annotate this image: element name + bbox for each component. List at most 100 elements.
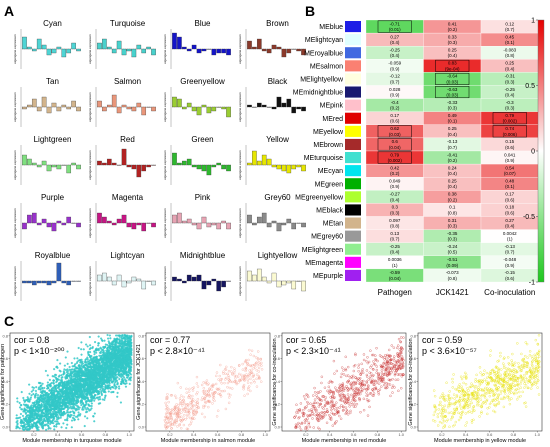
eigengene-bar	[216, 162, 222, 166]
data-point	[128, 352, 131, 355]
data-point	[55, 389, 58, 392]
data-point	[123, 345, 126, 349]
data-point	[90, 384, 93, 387]
data-point	[111, 357, 114, 361]
data-point	[29, 396, 32, 399]
data-point	[119, 382, 122, 386]
data-point	[116, 367, 119, 371]
data-point	[52, 381, 55, 384]
eigengene-bar	[116, 106, 122, 114]
data-point	[49, 422, 52, 426]
eigengene-bar	[256, 102, 262, 108]
eigengene-bar	[296, 106, 301, 110]
row-label: MElightgreen	[302, 247, 343, 254]
eigengene-bar	[221, 106, 226, 110]
data-point	[89, 361, 92, 364]
data-point	[92, 358, 95, 362]
data-point	[73, 414, 76, 417]
data-point	[52, 415, 56, 418]
eigengene-bar	[196, 222, 202, 230]
eigengene-bar	[56, 220, 62, 224]
eigengene-bar	[276, 164, 282, 170]
cell-pvalue: (0.3)	[448, 224, 458, 229]
data-point	[81, 377, 84, 381]
data-point	[106, 333, 109, 337]
module-color-swatch	[345, 204, 361, 216]
data-point	[85, 361, 88, 364]
module-color-swatch	[345, 99, 361, 111]
data-point	[125, 382, 128, 385]
eigengene-bar	[276, 96, 282, 108]
data-point	[96, 360, 100, 363]
data-point	[16, 417, 19, 420]
module-title: Lightcyan	[110, 251, 144, 260]
eigengene-bar	[136, 102, 142, 108]
data-point	[111, 363, 114, 366]
data-point	[113, 382, 116, 386]
data-point	[128, 337, 131, 340]
data-point	[41, 386, 44, 389]
cell-pvalue: (0.9)	[390, 184, 400, 189]
significance-box	[435, 59, 470, 72]
data-point	[39, 387, 42, 391]
data-point	[57, 375, 60, 378]
cell-pvalue: (0.9)	[390, 66, 400, 71]
data-point	[65, 390, 68, 393]
data-point	[130, 360, 133, 363]
data-point	[18, 406, 22, 409]
data-point	[82, 379, 85, 382]
data-point	[98, 384, 101, 387]
cell-pvalue: (0.7)	[390, 237, 400, 242]
data-point	[121, 366, 125, 369]
cell-correlation: 0.27	[390, 34, 399, 39]
eigengene-bar	[126, 48, 132, 52]
data-point	[110, 373, 113, 376]
data-point	[74, 367, 78, 370]
y-axis-label: eigengene expression	[88, 92, 92, 122]
data-point	[96, 383, 99, 386]
module-color-swatch	[345, 21, 361, 33]
significance-box	[377, 20, 412, 33]
data-point	[82, 408, 85, 411]
eigengene-bar	[281, 48, 287, 58]
data-point	[74, 363, 77, 366]
data-point	[76, 398, 80, 402]
data-point	[86, 345, 89, 348]
cell-pvalue: (0.4)	[448, 53, 458, 58]
cell-pvalue: (0.002)	[503, 119, 518, 124]
scale-tick-label: 1	[531, 18, 535, 25]
module-title: Turquoise	[110, 19, 146, 28]
eigengene-bar	[261, 104, 267, 108]
module-title: Red	[120, 135, 135, 144]
cell-pvalue: (0.4)	[448, 184, 458, 189]
cell-correlation: 0.27	[505, 218, 514, 223]
data-point	[106, 386, 110, 389]
data-point	[96, 357, 99, 360]
eigengene-bar	[286, 98, 292, 108]
eigengene-bar	[151, 106, 156, 112]
cell-pvalue: (0.03)	[389, 132, 401, 137]
data-point	[35, 424, 39, 427]
eigengene-bar	[31, 48, 37, 52]
data-point	[36, 414, 39, 417]
eigengene-bar	[172, 96, 177, 108]
data-point	[84, 369, 87, 372]
data-point	[76, 378, 79, 381]
data-point	[20, 404, 23, 407]
eigengene-bar	[111, 94, 117, 108]
eigengene-bar	[121, 104, 127, 108]
cell-correlation: 0.25	[448, 179, 457, 184]
data-point	[88, 344, 92, 347]
panel-b-heatmap: MEblue-0.71(0.01)0.41(0.2)0.12(0.7)MElig…	[293, 18, 545, 297]
data-point	[91, 387, 94, 391]
data-point	[42, 394, 45, 397]
data-point	[106, 343, 109, 347]
data-point	[38, 400, 41, 403]
data-point	[88, 392, 91, 395]
eigengene-bar	[36, 38, 42, 50]
eigengene-bar	[261, 276, 267, 282]
eigengene-bar	[131, 222, 137, 230]
cell-correlation: -0.25	[505, 87, 516, 92]
